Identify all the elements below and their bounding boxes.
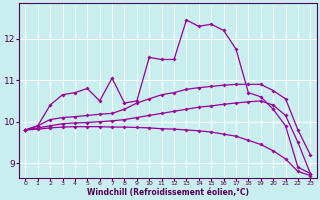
X-axis label: Windchill (Refroidissement éolien,°C): Windchill (Refroidissement éolien,°C) (87, 188, 249, 197)
